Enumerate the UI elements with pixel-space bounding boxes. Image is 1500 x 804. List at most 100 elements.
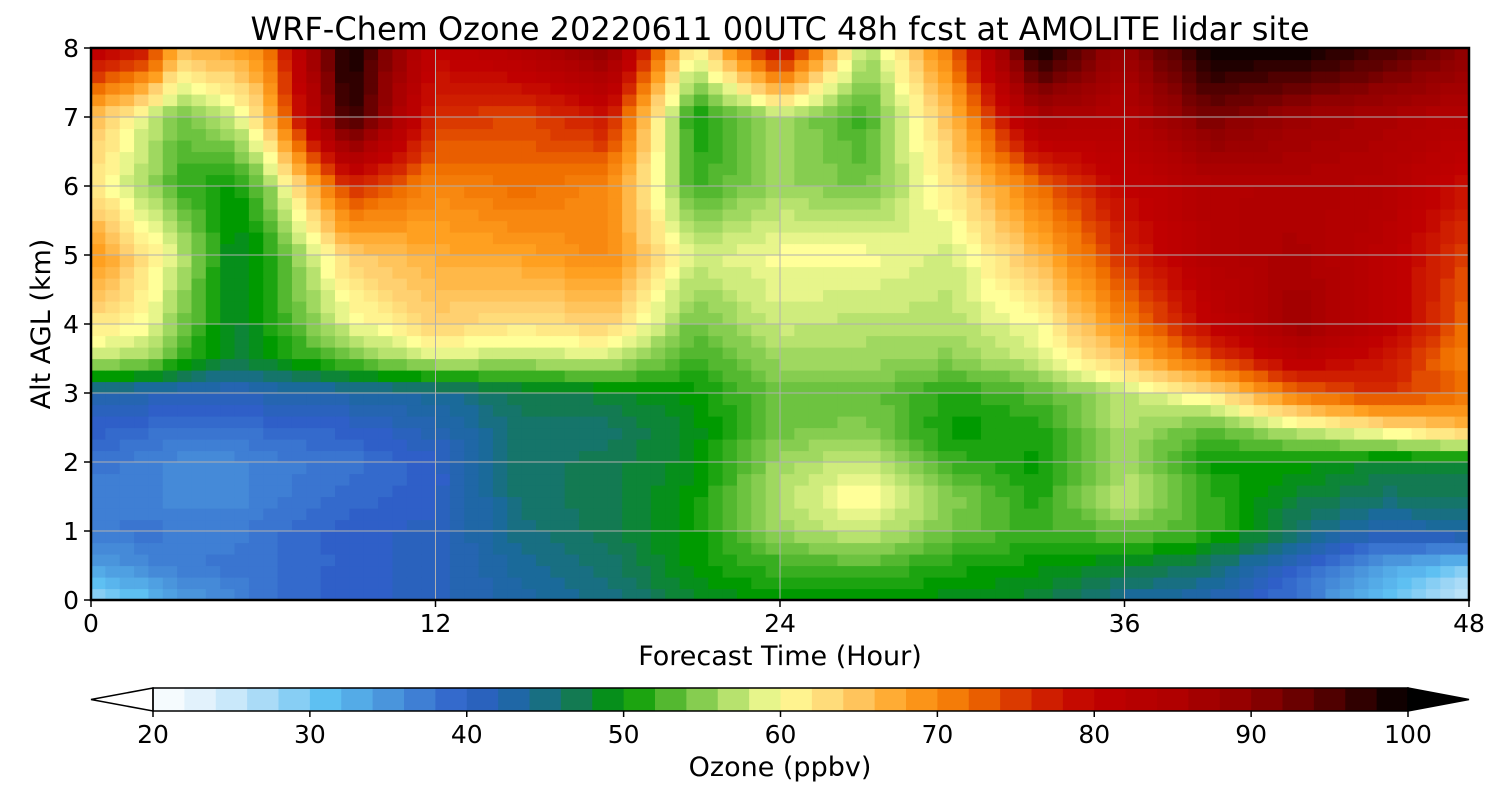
heatmap-cell bbox=[177, 289, 193, 302]
heatmap-cell bbox=[507, 117, 523, 130]
heatmap-cell bbox=[866, 312, 882, 325]
heatmap-cell bbox=[550, 496, 566, 509]
heatmap-cell bbox=[980, 393, 996, 406]
heatmap-cell bbox=[1268, 255, 1283, 268]
heatmap-cell bbox=[837, 71, 853, 84]
heatmap-cell bbox=[1153, 531, 1169, 544]
heatmap-cell bbox=[1095, 324, 1111, 337]
heatmap-cell bbox=[306, 335, 322, 348]
heatmap-cell bbox=[335, 335, 350, 348]
heatmap-cell bbox=[708, 324, 724, 337]
heatmap-cell bbox=[421, 324, 437, 337]
heatmap-cell bbox=[1095, 588, 1111, 600]
heatmap-cell bbox=[478, 519, 494, 532]
heatmap-cell bbox=[464, 243, 480, 256]
heatmap-cell bbox=[708, 381, 724, 394]
heatmap-cell bbox=[736, 266, 752, 279]
heatmap-cell bbox=[837, 220, 853, 233]
heatmap-cell bbox=[1425, 255, 1441, 268]
heatmap-cell bbox=[91, 255, 106, 268]
heatmap-cell bbox=[449, 335, 465, 348]
heatmap-cell bbox=[794, 554, 810, 567]
heatmap-cell bbox=[205, 220, 221, 233]
heatmap-cell bbox=[1181, 347, 1197, 360]
heatmap-cell bbox=[880, 151, 896, 164]
heatmap-cell bbox=[708, 128, 724, 141]
heatmap-cell bbox=[363, 128, 379, 141]
heatmap-cell bbox=[995, 186, 1011, 199]
heatmap-cell bbox=[1440, 151, 1456, 164]
heatmap-cell bbox=[392, 450, 408, 463]
heatmap-cell bbox=[794, 439, 810, 452]
heatmap-cell bbox=[421, 508, 437, 521]
heatmap-cell bbox=[291, 163, 307, 176]
heatmap-cell bbox=[622, 186, 638, 199]
heatmap-cell bbox=[191, 71, 207, 84]
heatmap-cell bbox=[1454, 462, 1469, 475]
heatmap-cell bbox=[923, 197, 939, 210]
heatmap-cell bbox=[1009, 577, 1025, 590]
heatmap-cell bbox=[320, 82, 336, 95]
heatmap-cell bbox=[248, 174, 264, 187]
heatmap-cell bbox=[1196, 301, 1212, 314]
heatmap-cell bbox=[1138, 531, 1154, 544]
heatmap-cell bbox=[808, 588, 824, 600]
heatmap-cell bbox=[1024, 174, 1039, 187]
heatmap-cell bbox=[693, 347, 709, 360]
heatmap-cell bbox=[1411, 289, 1427, 302]
heatmap-cell bbox=[335, 485, 350, 498]
heatmap-cell bbox=[1009, 197, 1025, 210]
heatmap-cell bbox=[1268, 324, 1283, 337]
heatmap-cell bbox=[306, 485, 322, 498]
heatmap-cell bbox=[851, 117, 867, 130]
heatmap-cell bbox=[406, 186, 422, 199]
heatmap-cell bbox=[1282, 151, 1298, 164]
heatmap-cell bbox=[191, 577, 207, 590]
heatmap-cell bbox=[1354, 531, 1370, 544]
heatmap-cell bbox=[220, 473, 236, 486]
heatmap-cell bbox=[1038, 151, 1054, 164]
heatmap-cell bbox=[693, 577, 709, 590]
heatmap-cell bbox=[909, 370, 925, 383]
heatmap-cell bbox=[205, 554, 221, 567]
heatmap-cell bbox=[205, 347, 221, 360]
heatmap-cell bbox=[1239, 416, 1255, 429]
heatmap-cell bbox=[435, 197, 451, 210]
heatmap-cell bbox=[894, 301, 910, 314]
heatmap-cell bbox=[464, 519, 480, 532]
heatmap-cell bbox=[177, 450, 193, 463]
heatmap-cell bbox=[751, 519, 767, 532]
heatmap-cell bbox=[1296, 577, 1312, 590]
heatmap-cell bbox=[909, 174, 925, 187]
heatmap-cell bbox=[1325, 508, 1341, 521]
heatmap-cell bbox=[1325, 404, 1341, 417]
heatmap-cell bbox=[1210, 404, 1226, 417]
heatmap-cell bbox=[1110, 554, 1126, 567]
heatmap-cell bbox=[1009, 59, 1025, 72]
heatmap-cell bbox=[894, 519, 910, 532]
heatmap-cell bbox=[234, 232, 250, 245]
heatmap-cell bbox=[1153, 59, 1169, 72]
heatmap-cell bbox=[435, 358, 451, 371]
heatmap-cell bbox=[1210, 301, 1226, 314]
heatmap-cell bbox=[435, 554, 451, 567]
heatmap-cell bbox=[1138, 151, 1154, 164]
heatmap-cell bbox=[320, 416, 336, 429]
heatmap-cell bbox=[263, 312, 279, 325]
heatmap-cell bbox=[1282, 82, 1298, 95]
heatmap-cell bbox=[708, 105, 724, 118]
heatmap-cell bbox=[564, 128, 580, 141]
heatmap-cell bbox=[564, 209, 580, 222]
heatmap-cell bbox=[693, 128, 709, 141]
heatmap-cell bbox=[837, 508, 853, 521]
heatmap-cell bbox=[1425, 381, 1441, 394]
heatmap-cell bbox=[507, 370, 523, 383]
heatmap-cell bbox=[780, 209, 795, 222]
heatmap-cell bbox=[435, 266, 451, 279]
heatmap-cell bbox=[1181, 427, 1197, 440]
heatmap-cell bbox=[1268, 450, 1283, 463]
heatmap-cell bbox=[937, 427, 953, 440]
heatmap-cell bbox=[392, 128, 408, 141]
heatmap-cell bbox=[808, 140, 824, 153]
heatmap-cell bbox=[1052, 105, 1068, 118]
